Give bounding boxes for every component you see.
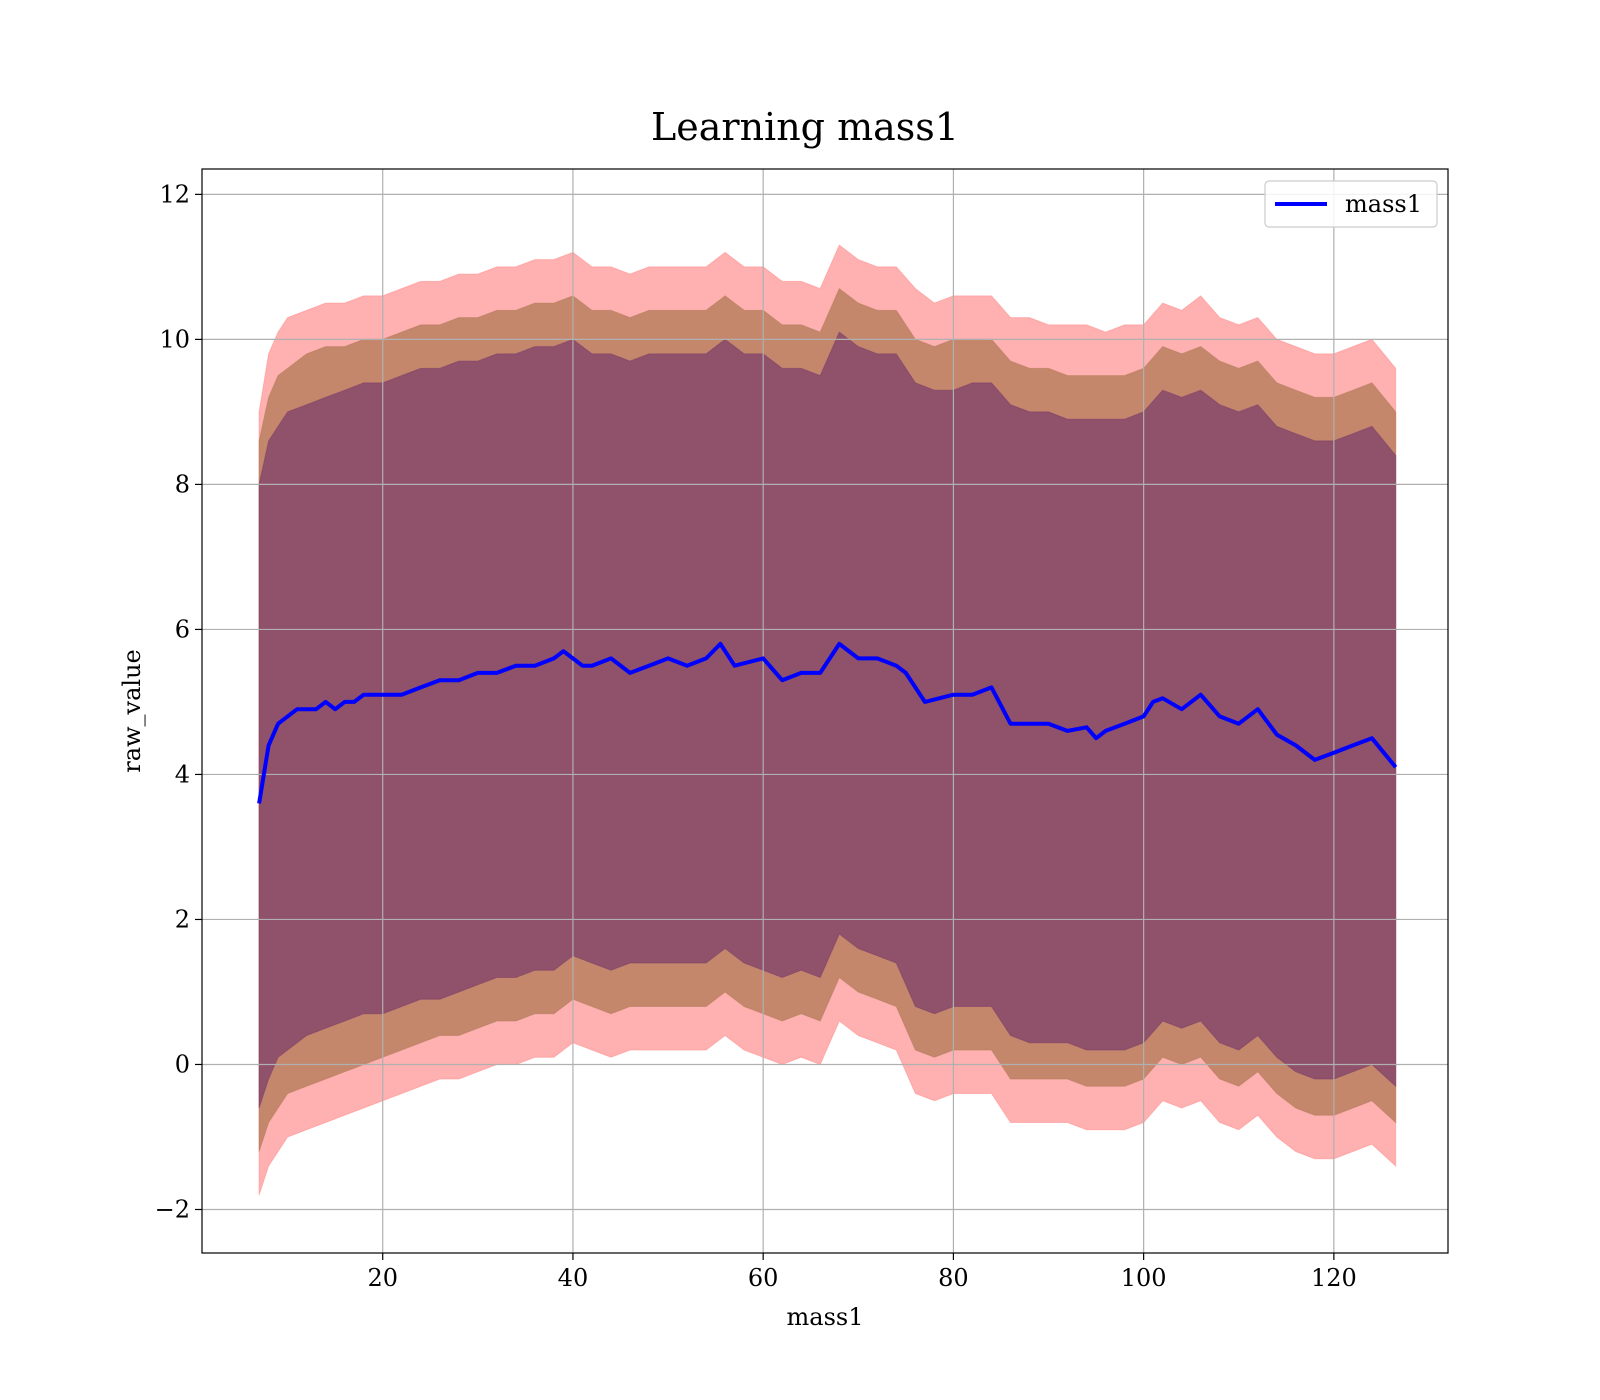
x-tick-label-1: 40 (558, 1264, 589, 1292)
y-tick-label-2: 2 (175, 905, 190, 933)
legend-label-mass1: mass1 (1345, 190, 1422, 218)
band-inner (258, 331, 1397, 1109)
series-lines (257, 641, 1398, 804)
x-axis: 20 40 60 80 100 120 (367, 1253, 1357, 1292)
y-axis-label: raw_value (118, 649, 146, 773)
legend: mass1 (1264, 180, 1438, 228)
plot-area (201, 168, 1449, 1254)
confidence-bands (258, 244, 1397, 1196)
x-tick-label-2: 60 (748, 1264, 779, 1292)
x-tick-label-3: 80 (938, 1264, 969, 1292)
x-tick-label-0: 20 (367, 1264, 398, 1292)
y-axis: −2 0 2 4 6 8 10 12 (155, 180, 202, 1223)
x-tick-label-5: 120 (1311, 1264, 1357, 1292)
legend-box (1264, 180, 1438, 228)
y-tick-label-7: 12 (159, 180, 190, 208)
y-tick-label-0: −2 (155, 1195, 190, 1223)
y-tick-label-5: 8 (175, 470, 190, 498)
chart-title: Learning mass1 (651, 105, 959, 149)
series-line-mass1 (257, 641, 1398, 804)
y-tick-label-3: 4 (175, 760, 190, 788)
y-tick-label-6: 10 (159, 325, 190, 353)
grid (202, 169, 1448, 1253)
y-tick-label-1: 0 (175, 1050, 190, 1078)
x-axis-label: mass1 (787, 1303, 864, 1331)
x-tick-label-4: 100 (1121, 1264, 1167, 1292)
y-tick-label-4: 6 (175, 615, 190, 643)
